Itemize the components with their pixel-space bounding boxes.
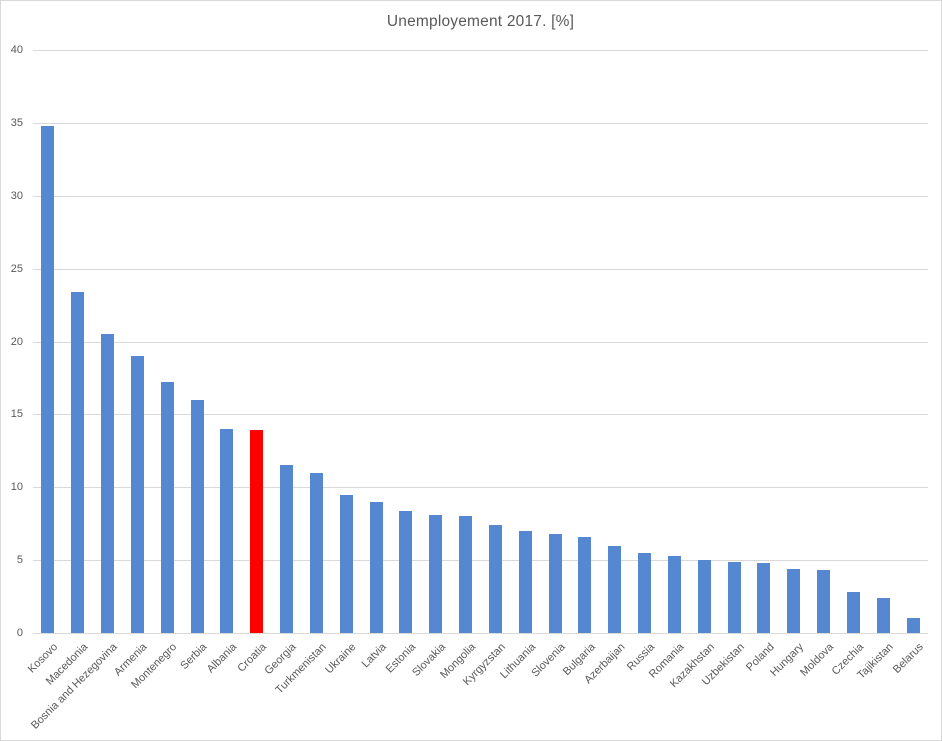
x-tick-label-ukraine: Ukraine <box>323 641 359 677</box>
gridline-10 <box>33 487 928 488</box>
gridline-5 <box>33 560 928 561</box>
bar-czechia <box>846 592 860 633</box>
x-tick-label-belarus: Belarus <box>890 641 926 676</box>
bar-kazakhstan <box>697 560 711 633</box>
y-tick-label-40: 40 <box>10 44 23 56</box>
bar-lithuania <box>518 531 532 633</box>
y-tick-label-30: 30 <box>10 190 23 202</box>
bar-kyrgyzstan <box>488 525 502 633</box>
bar-bosnia-and-hezegovina <box>101 334 115 633</box>
y-tick-label-10: 10 <box>10 481 23 493</box>
bar-moldova <box>817 570 831 633</box>
gridline-40 <box>33 50 928 51</box>
gridline-25 <box>33 269 928 270</box>
bar-georgia <box>280 465 294 633</box>
bar-montenegro <box>160 382 174 633</box>
bar-romania <box>667 555 681 633</box>
bar-mongolia <box>459 516 473 633</box>
bar-kosovo <box>41 125 55 633</box>
bar-belarus <box>906 618 920 633</box>
gridline-15 <box>33 414 928 415</box>
y-tick-label-15: 15 <box>10 408 23 420</box>
y-tick-label-0: 0 <box>16 627 23 639</box>
gridline-30 <box>33 196 928 197</box>
bar-slovenia <box>548 533 562 633</box>
bar-albania <box>220 429 234 633</box>
bar-uzbekistan <box>727 561 741 633</box>
bar-slovakia <box>429 514 443 633</box>
bar-turkmenistan <box>309 472 323 633</box>
bar-hungary <box>787 568 801 633</box>
chart-title: Unemployement 2017. [%] <box>386 13 575 30</box>
bar-poland <box>757 563 771 633</box>
bar-estonia <box>399 510 413 633</box>
y-tick-label-25: 25 <box>10 263 23 275</box>
bar-serbia <box>190 399 204 633</box>
y-tick-label-35: 35 <box>10 117 23 129</box>
bar-macedonia <box>71 291 85 633</box>
bar-latvia <box>369 501 383 633</box>
bar-azerbaijan <box>608 545 622 633</box>
gridline-35 <box>33 123 928 124</box>
bar-tajikistan <box>876 598 890 633</box>
x-tick-label-albania: Albania <box>204 641 240 676</box>
y-tick-label-5: 5 <box>16 554 23 566</box>
bar-armenia <box>130 356 144 633</box>
bar-croatia <box>250 430 264 633</box>
bar-bulgaria <box>578 536 592 633</box>
y-tick-label-20: 20 <box>10 336 23 348</box>
bar-ukraine <box>339 494 353 633</box>
bar-russia <box>638 552 652 633</box>
gridline-0 <box>33 633 928 634</box>
gridline-20 <box>33 342 928 343</box>
